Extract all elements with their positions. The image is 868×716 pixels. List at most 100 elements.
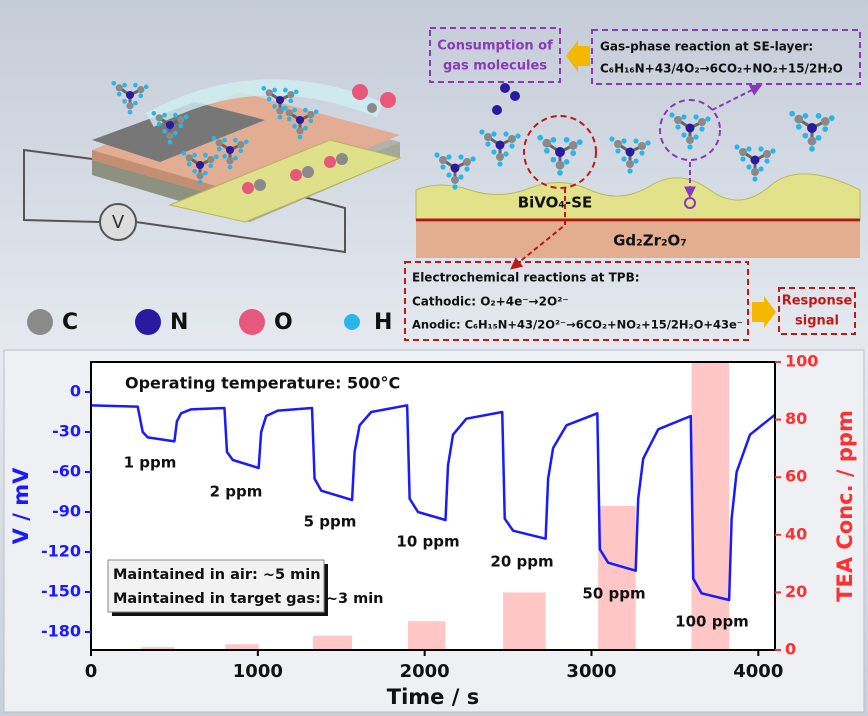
atom	[451, 176, 459, 184]
atom	[815, 135, 822, 141]
atom	[751, 168, 759, 176]
atom	[497, 161, 503, 167]
atom	[111, 80, 117, 86]
atom-label: C	[62, 310, 78, 335]
y-tick-label: -180	[41, 622, 81, 641]
voltmeter-label: V	[112, 212, 125, 233]
atom	[242, 182, 254, 194]
voltmeter	[99, 203, 137, 241]
atom	[758, 146, 764, 152]
atom	[173, 112, 178, 118]
atom	[178, 123, 184, 129]
atom	[515, 133, 521, 139]
atom	[225, 145, 235, 155]
atom	[495, 140, 505, 150]
atom	[563, 159, 570, 165]
device	[23, 148, 346, 254]
consumption-box	[429, 27, 561, 83]
note: Maintained in target gas: ~3 min	[113, 591, 384, 607]
atom	[510, 91, 520, 101]
atom	[746, 164, 752, 170]
atom	[293, 89, 299, 95]
atom	[233, 155, 238, 161]
atom	[491, 131, 497, 137]
atom	[807, 136, 817, 146]
atom	[222, 137, 227, 143]
electrochem-title: Electrochemical reactions at TPB:	[412, 271, 640, 285]
atom	[802, 113, 809, 119]
atom	[693, 114, 699, 120]
y-tick-label: -120	[41, 542, 81, 561]
atom	[693, 134, 699, 140]
atom	[286, 116, 292, 122]
atom	[308, 118, 314, 124]
atom	[446, 172, 452, 178]
atom	[734, 144, 740, 150]
consumption-label: Consumption of	[437, 39, 553, 54]
atom	[238, 148, 244, 154]
atom	[537, 134, 544, 141]
atom	[324, 156, 336, 168]
atom	[162, 112, 167, 118]
atom	[625, 147, 635, 157]
atom	[626, 160, 634, 168]
atom	[439, 156, 447, 164]
note-box	[107, 559, 325, 613]
atom	[563, 137, 570, 143]
atom	[440, 164, 446, 170]
atom	[155, 114, 163, 122]
atom	[614, 140, 622, 148]
atom	[285, 109, 293, 117]
atom	[216, 146, 222, 152]
atom	[543, 148, 550, 154]
atom	[166, 132, 174, 140]
atom	[290, 169, 302, 181]
electrochem-box	[404, 261, 749, 341]
x-tick-label: 1000	[233, 661, 283, 682]
atom	[254, 179, 266, 191]
atom	[633, 138, 639, 144]
y-tick-label: -60	[52, 462, 81, 481]
atom	[380, 92, 396, 108]
atom	[177, 116, 185, 124]
atom	[137, 86, 145, 94]
atom	[687, 144, 693, 150]
y-tick-label: -30	[52, 422, 81, 441]
bar	[141, 647, 175, 650]
annotation: 100 ppm	[675, 613, 749, 631]
atom	[283, 87, 288, 93]
atom	[122, 82, 127, 88]
atom	[167, 139, 173, 145]
atom	[555, 160, 565, 170]
atom	[266, 96, 272, 102]
atom	[143, 84, 149, 90]
atom	[277, 114, 283, 120]
chart: 0 1000 2000 3000 40000-30-60-90-120-150-1800…	[9, 352, 857, 710]
atom	[685, 123, 695, 133]
atom	[794, 114, 804, 124]
electrode-layer	[415, 173, 861, 221]
atom	[795, 124, 802, 130]
y2-tick-label: 0	[785, 640, 796, 659]
atom	[609, 136, 615, 142]
atom	[173, 130, 178, 136]
x-tick-label: 3000	[566, 661, 616, 682]
atom	[297, 134, 303, 140]
atom	[746, 146, 752, 152]
atom	[222, 153, 227, 159]
y2-tick-label: 100	[785, 352, 818, 371]
atom	[446, 154, 452, 160]
atom	[675, 124, 681, 130]
bar	[407, 621, 446, 650]
molecules	[111, 80, 835, 194]
atom-swatch	[135, 309, 161, 335]
atom	[752, 176, 758, 182]
atom	[237, 141, 245, 149]
gas-phase-title: Gas-phase reaction at SE-layer:	[600, 40, 813, 54]
bar	[312, 635, 353, 650]
atom	[815, 113, 822, 119]
line	[90, 404, 776, 602]
atom	[508, 135, 516, 143]
atom	[750, 155, 760, 165]
atom	[484, 133, 492, 141]
